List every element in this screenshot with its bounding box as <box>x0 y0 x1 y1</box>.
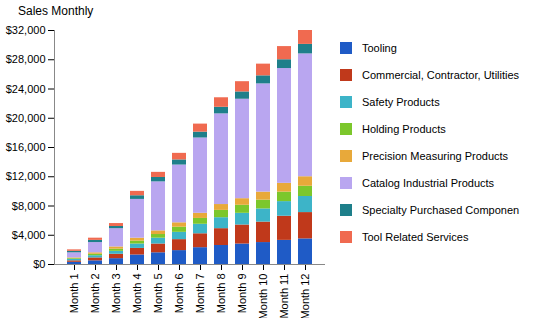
svg-text:$12,000: $12,000 <box>6 170 46 182</box>
svg-text:Month 1: Month 1 <box>68 274 80 314</box>
svg-text:Month 6: Month 6 <box>173 274 185 314</box>
svg-text:$16,000: $16,000 <box>6 141 46 153</box>
svg-text:Month 3: Month 3 <box>110 274 122 314</box>
html-text:Holding Products: Holding Products <box>362 122 446 135</box>
svg-text:$4,000: $4,000 <box>12 229 46 241</box>
html-text:Specialty Purchased Componen: Specialty Purchased Componen <box>362 203 520 216</box>
svg-text:$32,000: $32,000 <box>6 24 46 36</box>
svg-text:Month 9: Month 9 <box>236 274 248 314</box>
html-text:Catalog Industrial Products: Catalog Industrial Products <box>362 176 495 189</box>
svg-text:Month 4: Month 4 <box>131 274 143 314</box>
svg-text:Month 7: Month 7 <box>194 274 206 314</box>
svg-text:$0: $0 <box>33 258 45 270</box>
svg-text:Month 2: Month 2 <box>89 274 101 314</box>
html-text:Tool Related Services: Tool Related Services <box>362 230 469 243</box>
html-text:Sales Monthly: Sales Monthly <box>18 4 94 18</box>
svg-text:Month 10: Month 10 <box>257 274 269 318</box>
html-text:Safety Products: Safety Products <box>362 95 440 108</box>
svg-text:Month 11: Month 11 <box>278 274 290 318</box>
html-text:Commercial, Contractor, Utilit: Commercial, Contractor, Utilities <box>362 68 520 81</box>
svg-text:Month 8: Month 8 <box>215 274 227 314</box>
svg-text:Month 5: Month 5 <box>152 274 164 314</box>
svg-text:$28,000: $28,000 <box>6 53 46 65</box>
svg-text:$24,000: $24,000 <box>6 83 46 95</box>
svg-text:$8,000: $8,000 <box>12 200 46 212</box>
html-text:Precision Measuring Products: Precision Measuring Products <box>362 149 509 162</box>
svg-text:Month 12: Month 12 <box>299 274 311 318</box>
svg-text:$20,000: $20,000 <box>6 112 46 124</box>
html-text:Tooling: Tooling <box>362 41 397 54</box>
